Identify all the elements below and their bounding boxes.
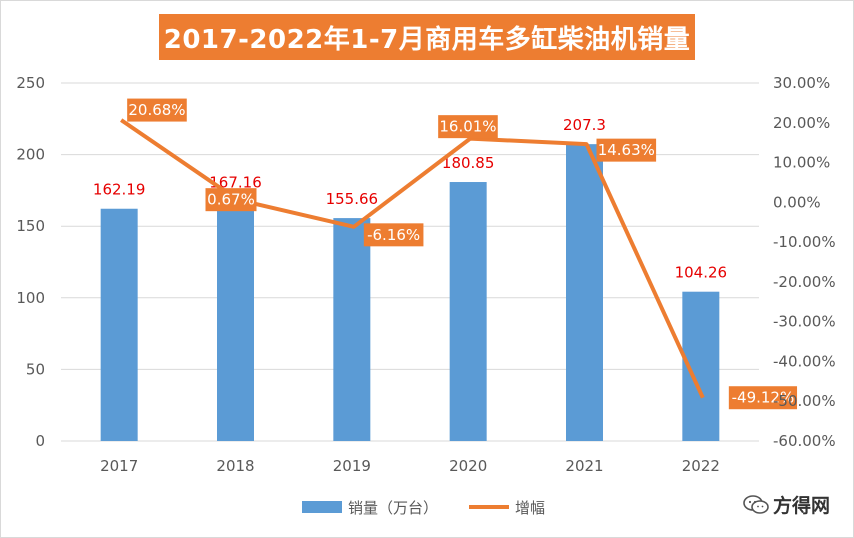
wechat-icon xyxy=(743,494,769,514)
line-data-label: 0.67% xyxy=(207,191,255,209)
x-tick-label: 2022 xyxy=(682,457,720,475)
line-data-label: 16.01% xyxy=(439,118,496,136)
line-data-labels: 20.68% 0.67% -6.16% 16.01% 14.63% -49.12% xyxy=(127,98,798,410)
y-left-tick-label: 150 xyxy=(16,217,45,235)
bar-data-label: 162.19 xyxy=(93,181,146,199)
legend-line-label: 增幅 xyxy=(515,499,545,517)
bar-data-label: 180.85 xyxy=(442,154,495,172)
y-left-tick-label: 200 xyxy=(16,146,45,164)
bar xyxy=(100,208,138,441)
y-right-tick-label: -20.00% xyxy=(773,273,836,291)
y-right-tick-label: 0.00% xyxy=(773,193,821,211)
line-label-box xyxy=(127,98,187,122)
gridlines xyxy=(61,82,759,442)
line-data-label: -6.16% xyxy=(367,226,420,244)
line-label-box xyxy=(363,223,424,247)
y-left-tick-label: 50 xyxy=(26,360,45,378)
y-right-tick-label: -50.00% xyxy=(773,392,836,410)
y-left-tick-label: 0 xyxy=(35,432,45,450)
y-right-tick-label: 20.00% xyxy=(773,114,830,132)
bar xyxy=(449,182,487,441)
y-right-tick-label: -60.00% xyxy=(773,432,836,450)
bar-series xyxy=(100,144,720,441)
bar xyxy=(566,144,603,441)
y-left-tick-label: 100 xyxy=(16,289,45,307)
line-series xyxy=(120,118,705,399)
y-right-tick-label: 30.00% xyxy=(773,74,830,92)
y-right-tick-label: 10.00% xyxy=(773,154,830,172)
y-right-tick-label: -40.00% xyxy=(773,352,836,370)
line-data-label: 20.68% xyxy=(128,101,185,119)
axis-ticks: 0 50 100 150 200 250 -60.00% -50.00% -40.00% -30.… xyxy=(16,74,835,475)
bar-data-label: 207.3 xyxy=(563,116,606,134)
y-left-tick-label: 250 xyxy=(16,74,45,92)
watermark-text: 方得网 xyxy=(773,495,831,517)
bar-data-label: 155.66 xyxy=(326,190,379,208)
x-tick-label: 2021 xyxy=(565,457,603,475)
line-label-box xyxy=(438,115,498,139)
legend-bar-label: 销量（万台） xyxy=(348,499,438,517)
line-label-box xyxy=(596,138,657,162)
line-data-label: 14.63% xyxy=(598,141,655,159)
y-right-tick-label: -10.00% xyxy=(773,233,836,251)
line-data-label: -49.12% xyxy=(732,389,795,407)
x-tick-label: 2018 xyxy=(216,457,254,475)
watermark: 方得网 xyxy=(743,491,830,518)
bar xyxy=(333,218,371,441)
x-tick-label: 2020 xyxy=(449,457,487,475)
legend-bar-swatch xyxy=(302,501,342,513)
y-right-tick-label: -30.00% xyxy=(773,313,836,331)
x-tick-label: 2019 xyxy=(333,457,371,475)
growth-line xyxy=(120,118,705,399)
chart-title: 2017-2022年1-7月商用车多缸柴油机销量 xyxy=(159,14,695,60)
line-label-box xyxy=(728,386,798,410)
legend: 销量（万台） 增幅 xyxy=(302,499,545,517)
bar xyxy=(217,201,254,441)
bar-data-label: 104.26 xyxy=(675,264,728,282)
line-label-box xyxy=(205,188,257,212)
x-tick-label: 2017 xyxy=(100,457,138,475)
